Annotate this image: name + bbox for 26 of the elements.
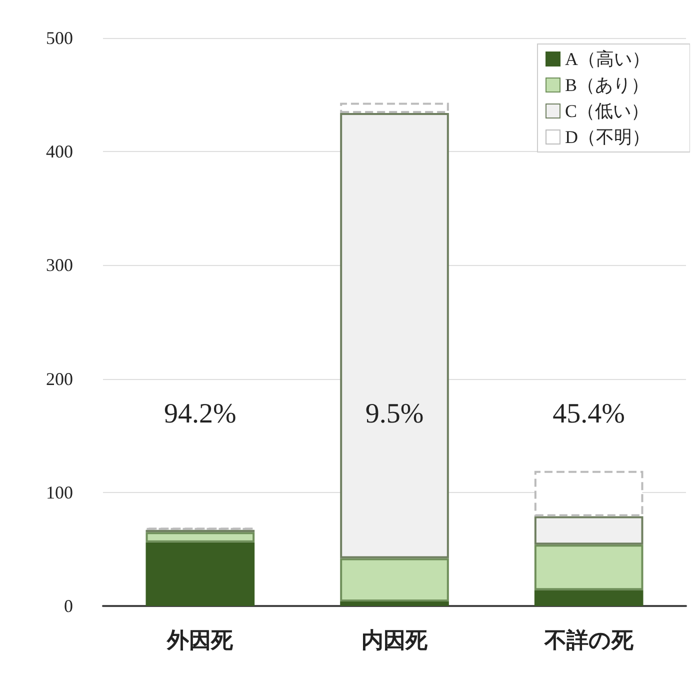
legend-label: B（あり）: [565, 75, 650, 95]
bar: [534, 590, 644, 606]
x-tick-label: 外因死: [166, 628, 234, 654]
bar: [340, 601, 449, 606]
bar: [146, 542, 255, 606]
bar: [534, 470, 644, 516]
y-tick-label: 0: [64, 596, 73, 616]
legend-label: D（不明）: [565, 127, 650, 147]
y-tick-label: 200: [46, 368, 73, 389]
x-tick-label: 内因死: [362, 628, 428, 654]
y-tick-label: 400: [46, 142, 73, 162]
bar: [534, 516, 644, 545]
annotation: 45.4%: [552, 398, 625, 430]
bar: [340, 558, 449, 602]
y-tick-label: 300: [46, 255, 73, 276]
y-tick-label: 100: [46, 482, 73, 502]
legend-label: A（高い）: [565, 49, 650, 69]
bar: [340, 102, 449, 113]
bar: [340, 112, 449, 558]
bar: [146, 532, 255, 542]
legend-label: C（低い）: [565, 101, 650, 121]
y-tick-label: 500: [46, 28, 73, 48]
x-tick-label: 不詳の死: [543, 628, 634, 654]
annotation: 9.5%: [365, 398, 424, 430]
annotation: 94.2%: [164, 398, 236, 430]
bar: [534, 544, 644, 590]
